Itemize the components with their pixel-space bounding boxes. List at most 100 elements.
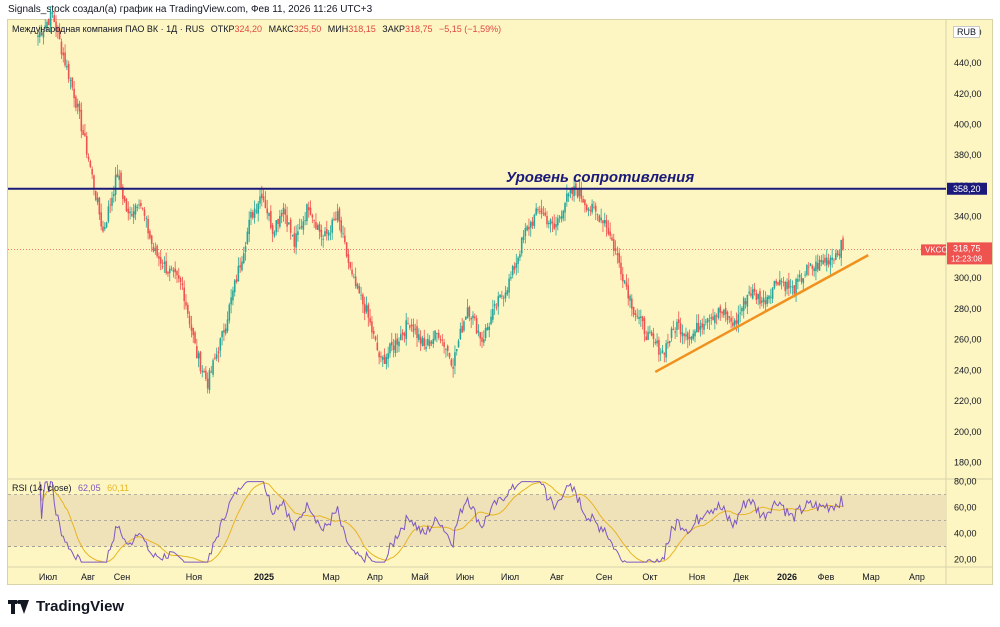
candle-body xyxy=(797,278,799,282)
candle-body xyxy=(430,341,433,344)
candle-body xyxy=(481,337,483,342)
candle-body xyxy=(217,351,220,354)
time-tick-label: Апр xyxy=(367,572,383,582)
candle-body xyxy=(39,31,41,38)
candle-body xyxy=(818,259,821,271)
candle-body xyxy=(102,226,104,232)
candle-body xyxy=(549,219,552,225)
candle-body xyxy=(728,316,731,318)
candle-body xyxy=(208,370,211,391)
candle-body xyxy=(318,224,321,232)
candle-body xyxy=(183,287,185,302)
candle-body xyxy=(335,218,337,220)
tradingview-logo[interactable]: TradingView xyxy=(8,598,124,615)
candle-body xyxy=(464,316,467,320)
candle-body xyxy=(712,316,714,320)
candle-body xyxy=(522,236,525,240)
price-tick-label: 260,00 xyxy=(954,335,982,345)
time-tick-label: Авг xyxy=(81,572,96,582)
candle-body xyxy=(259,196,261,204)
candle-body xyxy=(457,340,460,348)
candle-body xyxy=(329,233,332,235)
low-value: 318,15 xyxy=(348,24,376,34)
price-tick-label: 200,00 xyxy=(954,427,982,437)
candle-body xyxy=(674,331,676,333)
candle-body xyxy=(717,308,720,318)
candle-body xyxy=(345,242,348,257)
candle-body xyxy=(100,212,102,227)
candle-body xyxy=(87,156,90,160)
candle-body xyxy=(591,203,593,213)
candle-body xyxy=(62,52,65,56)
candle-body xyxy=(401,332,404,335)
candle-body xyxy=(311,215,314,218)
candle-body xyxy=(194,332,196,344)
candle-body xyxy=(242,253,245,264)
candle-body xyxy=(510,276,512,279)
candle-body xyxy=(170,268,173,270)
candle-body xyxy=(528,226,530,230)
candle-body xyxy=(840,240,842,258)
candle-body xyxy=(755,292,758,301)
candle-body xyxy=(340,220,343,233)
candle-body xyxy=(578,188,581,197)
candle-body xyxy=(351,269,353,275)
candle-body xyxy=(513,266,516,270)
time-tick-label: Сен xyxy=(114,572,131,582)
candle-body xyxy=(553,223,556,229)
price-tick-label: 440,00 xyxy=(954,58,982,68)
candle-body xyxy=(502,297,505,299)
candle-body xyxy=(123,196,126,201)
time-tick-label: Сен xyxy=(596,572,613,582)
candle-body xyxy=(446,345,449,352)
candle-body xyxy=(807,266,810,268)
candle-body xyxy=(98,197,101,215)
candle-body xyxy=(445,348,447,350)
candle-body xyxy=(158,256,160,259)
price-tick-label: 220,00 xyxy=(954,396,982,406)
candle-body xyxy=(399,334,402,340)
candle-body xyxy=(587,208,590,211)
candle-body xyxy=(569,189,572,194)
candle-body xyxy=(605,220,608,228)
candle-body xyxy=(196,346,198,359)
candle-body xyxy=(84,133,86,136)
candle-body xyxy=(721,311,723,314)
candle-body xyxy=(618,252,620,263)
candle-body xyxy=(80,109,83,132)
candle-body xyxy=(53,15,56,23)
candle-body xyxy=(686,332,689,340)
candle-body xyxy=(289,219,292,233)
candle-body xyxy=(492,308,494,320)
candle-body xyxy=(347,254,350,263)
time-tick-label: 2026 xyxy=(777,572,797,582)
candle-body xyxy=(353,276,355,278)
candle-body xyxy=(495,306,498,308)
candle-body xyxy=(405,320,408,339)
candle-body xyxy=(450,359,453,366)
candle-body xyxy=(416,326,418,338)
currency-button[interactable]: RUB xyxy=(953,26,981,38)
candle-body xyxy=(176,271,178,276)
candle-body xyxy=(697,322,700,333)
candle-body xyxy=(816,263,819,270)
time-tick-label: Авг xyxy=(550,572,565,582)
candle-body xyxy=(441,339,444,341)
candle-body xyxy=(759,291,761,305)
candle-body xyxy=(831,257,833,260)
candle-body xyxy=(187,304,189,314)
candle-body xyxy=(833,259,835,261)
candle-body xyxy=(129,211,131,214)
price-tick-label: 340,00 xyxy=(954,212,982,222)
time-tick-label: 2025 xyxy=(254,572,274,582)
candle-body xyxy=(284,209,287,215)
candle-body xyxy=(116,173,119,178)
candle-body xyxy=(360,294,362,296)
candle-body xyxy=(562,210,565,219)
chart-panel[interactable] xyxy=(7,19,993,585)
candle-body xyxy=(82,130,84,135)
candle-body xyxy=(641,316,644,322)
candle-body xyxy=(825,257,828,266)
candle-body xyxy=(531,221,534,226)
